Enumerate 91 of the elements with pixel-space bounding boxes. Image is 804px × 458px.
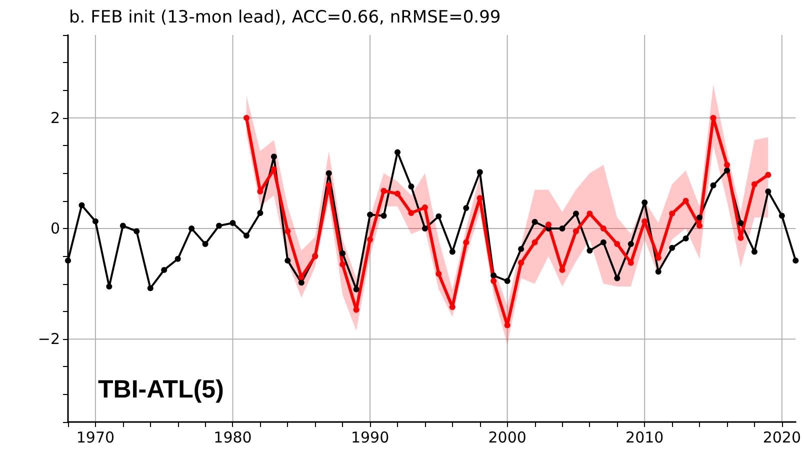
x-tick-label: 1970 <box>76 428 115 446</box>
point <box>765 188 772 194</box>
point <box>532 218 538 225</box>
point <box>669 244 676 251</box>
point <box>394 149 400 156</box>
point <box>463 205 470 212</box>
point <box>422 204 428 210</box>
point <box>174 256 181 262</box>
point <box>65 258 71 264</box>
point <box>257 210 264 216</box>
point <box>669 210 676 217</box>
x-tick-label: 1980 <box>214 428 252 446</box>
point <box>696 222 703 229</box>
point <box>586 248 593 254</box>
point <box>353 286 360 292</box>
point <box>518 246 524 252</box>
point <box>340 250 346 256</box>
point <box>655 268 662 275</box>
x-tick-label: 2000 <box>488 428 526 446</box>
point <box>106 284 112 290</box>
point <box>367 212 374 218</box>
point <box>92 218 98 224</box>
point <box>243 114 250 121</box>
point <box>682 235 689 242</box>
point <box>326 182 332 188</box>
point <box>463 239 470 246</box>
point <box>270 154 277 160</box>
point <box>751 181 758 188</box>
point <box>572 210 579 217</box>
point <box>778 212 785 219</box>
point <box>600 239 606 246</box>
y-tick-label: 0 <box>50 220 60 238</box>
point <box>188 226 195 232</box>
point <box>449 304 456 310</box>
point <box>490 278 497 284</box>
point <box>120 222 126 229</box>
point <box>380 212 387 219</box>
point <box>490 272 497 278</box>
point <box>710 182 716 188</box>
point <box>518 260 524 266</box>
x-tick-label: 2020 <box>762 428 802 446</box>
point <box>436 213 442 220</box>
point <box>134 228 140 234</box>
point <box>476 169 483 176</box>
point <box>408 210 414 216</box>
point <box>436 270 442 277</box>
point <box>586 210 593 217</box>
point <box>284 258 291 264</box>
point <box>504 278 510 284</box>
point <box>161 266 168 273</box>
point <box>394 190 400 197</box>
point <box>298 280 304 286</box>
point <box>202 240 208 247</box>
point <box>326 170 332 176</box>
point <box>147 285 154 292</box>
point <box>559 226 566 232</box>
point <box>78 202 85 208</box>
annotation: TBI-ATL(5) <box>98 376 224 404</box>
point <box>546 222 552 228</box>
point <box>642 200 648 206</box>
chart-title: b. FEB init (13-mon lead), ACC=0.66, nRMSE=0.99 <box>69 8 501 28</box>
point <box>422 226 428 232</box>
point <box>600 226 606 232</box>
point <box>284 228 291 234</box>
point <box>710 114 716 121</box>
point <box>408 183 414 190</box>
point <box>380 188 387 194</box>
point <box>628 240 634 247</box>
point <box>614 240 620 247</box>
point <box>532 239 538 246</box>
point <box>367 236 374 243</box>
point <box>738 220 744 226</box>
y-tick-label: −2 <box>38 330 60 348</box>
point <box>243 232 250 239</box>
point <box>765 172 772 178</box>
point <box>792 258 799 264</box>
point <box>724 162 730 168</box>
point <box>682 198 689 204</box>
point <box>751 248 758 255</box>
point <box>449 248 456 255</box>
point <box>353 306 360 313</box>
point <box>216 222 222 229</box>
point <box>614 275 620 282</box>
point <box>230 220 236 226</box>
y-tick-label: 2 <box>50 108 60 127</box>
x-tick-label: 2010 <box>626 428 664 446</box>
x-tick-label: 1990 <box>350 428 390 446</box>
point <box>340 261 346 268</box>
point <box>696 214 703 220</box>
point <box>724 167 730 174</box>
point <box>572 228 579 234</box>
